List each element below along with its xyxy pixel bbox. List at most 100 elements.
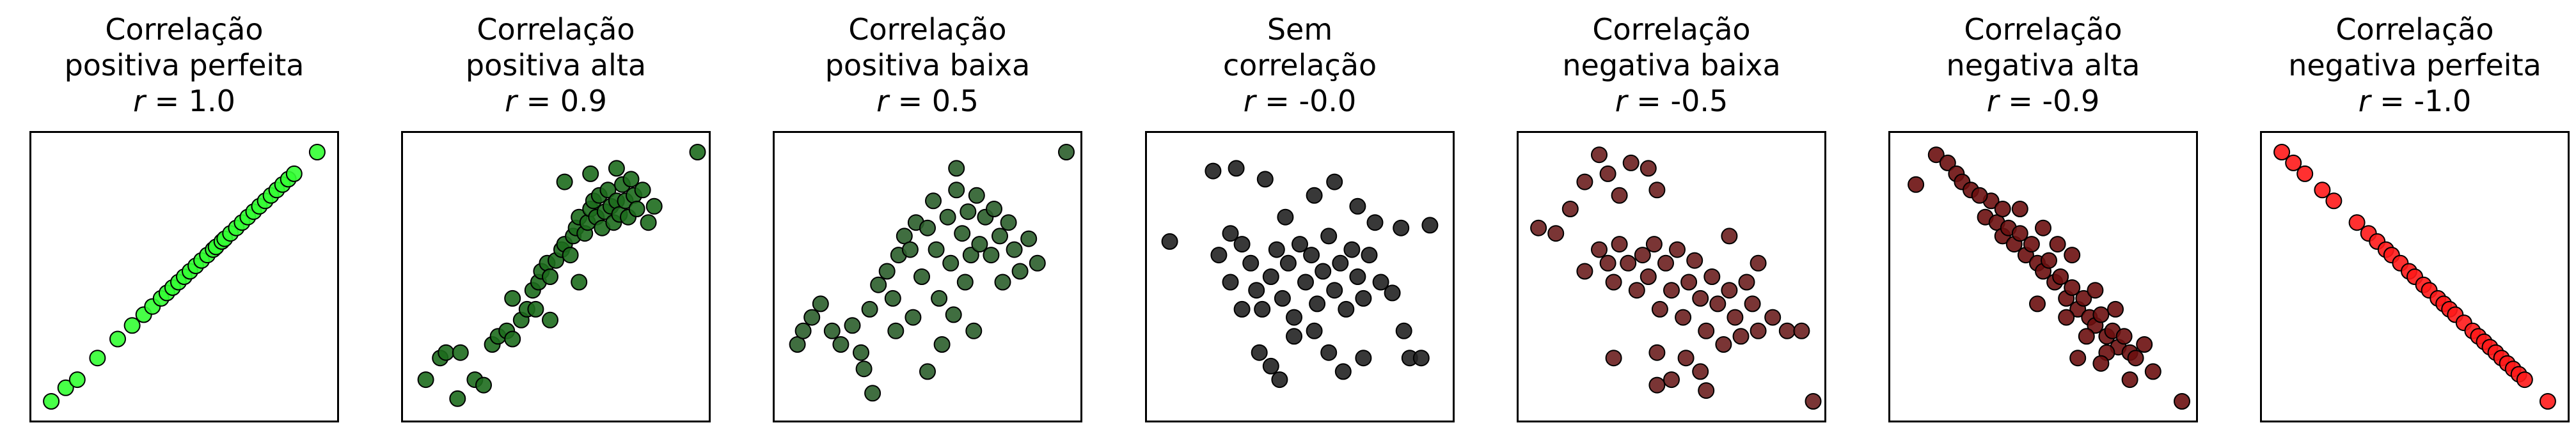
r-text: = 0.5 xyxy=(888,84,979,118)
data-point xyxy=(1680,274,1698,291)
data-point xyxy=(2023,236,2040,253)
r-value-label: r = 0.9 xyxy=(401,83,711,119)
data-point xyxy=(968,187,985,204)
data-point xyxy=(1648,182,1666,199)
data-point xyxy=(1648,344,1666,361)
data-point xyxy=(2092,355,2110,372)
panel-high-negative: Correlação negativa alta r = -0.9 xyxy=(1888,0,2198,448)
data-point xyxy=(1303,247,1320,264)
data-point xyxy=(1622,154,1640,171)
data-point xyxy=(861,300,878,318)
data-point xyxy=(1628,282,1645,299)
data-point xyxy=(1675,309,1692,326)
data-point xyxy=(832,336,849,353)
data-point xyxy=(1393,219,1410,236)
r-value-label: r = 1.0 xyxy=(29,83,339,119)
data-point xyxy=(1727,309,1744,326)
data-point xyxy=(2052,268,2069,285)
data-point xyxy=(417,371,434,389)
scatter-plot xyxy=(1888,131,2198,422)
data-point xyxy=(1326,282,1343,299)
scatter-svg xyxy=(401,131,711,422)
data-point xyxy=(1349,197,1366,215)
title-line-1: Correlação xyxy=(105,12,264,47)
data-point xyxy=(1663,371,1680,389)
data-point xyxy=(2273,144,2291,160)
r-text: = -0.9 xyxy=(1998,84,2100,118)
data-point xyxy=(2348,214,2366,231)
data-point xyxy=(1228,160,1245,177)
data-point xyxy=(2011,201,2028,217)
data-point xyxy=(855,360,873,378)
data-point xyxy=(1372,274,1389,291)
data-point xyxy=(1011,263,1029,280)
panel-title: Correlação positiva baixa r = 0.5 xyxy=(773,12,1082,119)
data-point xyxy=(971,236,988,253)
data-point xyxy=(527,300,544,318)
data-point xyxy=(1279,254,1297,272)
data-point xyxy=(1663,282,1680,299)
scatter-svg xyxy=(773,131,1082,422)
data-point xyxy=(1315,263,1332,280)
title-line-1: Correlação xyxy=(1964,12,2122,47)
data-point xyxy=(1908,176,1925,193)
data-point xyxy=(1286,309,1302,326)
r-symbol: r xyxy=(2358,84,2371,118)
data-point xyxy=(1395,322,1412,339)
data-point xyxy=(1530,219,1547,236)
scatter-plot xyxy=(401,131,711,422)
data-point xyxy=(308,144,326,160)
data-point xyxy=(2029,295,2046,313)
data-point xyxy=(599,182,617,199)
data-point xyxy=(812,295,829,313)
title-line-2: negativa baixa xyxy=(1562,48,1781,82)
data-point xyxy=(1277,208,1294,226)
data-point xyxy=(901,241,919,258)
data-point xyxy=(2539,393,2556,410)
data-point xyxy=(844,317,861,334)
data-point xyxy=(2058,309,2075,326)
data-point xyxy=(1721,228,1738,245)
data-point xyxy=(887,322,905,339)
data-point xyxy=(878,263,896,280)
data-point xyxy=(1421,217,1439,234)
data-point xyxy=(2136,336,2153,353)
data-point xyxy=(1271,371,1288,389)
data-point xyxy=(475,376,492,394)
data-point xyxy=(1233,300,1251,318)
data-point xyxy=(1355,290,1372,307)
panel-low-negative: Correlação negativa baixa r = -0.5 xyxy=(1517,0,1826,448)
data-point xyxy=(285,165,303,182)
data-point xyxy=(1320,228,1338,245)
data-point xyxy=(1332,254,1349,272)
data-point xyxy=(945,306,962,323)
data-point xyxy=(823,322,841,339)
title-line-2: positiva baixa xyxy=(825,48,1031,82)
data-point xyxy=(2516,371,2533,389)
title-line-1: Correlação xyxy=(477,12,635,47)
data-point xyxy=(870,276,887,293)
data-point xyxy=(994,274,1011,291)
r-value-label: r = -1.0 xyxy=(2260,83,2570,119)
data-point xyxy=(1274,290,1291,307)
r-symbol: r xyxy=(1615,84,1627,118)
data-point xyxy=(1738,274,1755,291)
panel-title: Correlação negativa perfeita r = -1.0 xyxy=(2260,12,2570,119)
data-point xyxy=(1645,236,1663,253)
axes-frame xyxy=(29,131,339,422)
data-point xyxy=(942,254,960,272)
data-point xyxy=(640,214,657,231)
scatter-plot xyxy=(1145,131,1455,422)
panel-title: Correlação positiva perfeita r = 1.0 xyxy=(29,12,339,119)
data-point xyxy=(2049,236,2066,253)
panel-title: Correlação negativa alta r = -0.9 xyxy=(1888,12,2198,119)
data-point xyxy=(1006,241,1023,258)
data-point xyxy=(919,219,936,236)
data-point xyxy=(864,385,881,402)
data-point xyxy=(2092,306,2110,323)
data-point xyxy=(1971,187,1988,204)
scatter-svg xyxy=(1517,131,1826,422)
data-point xyxy=(89,350,106,367)
data-point xyxy=(1994,201,2011,217)
scatter-svg xyxy=(29,131,339,422)
